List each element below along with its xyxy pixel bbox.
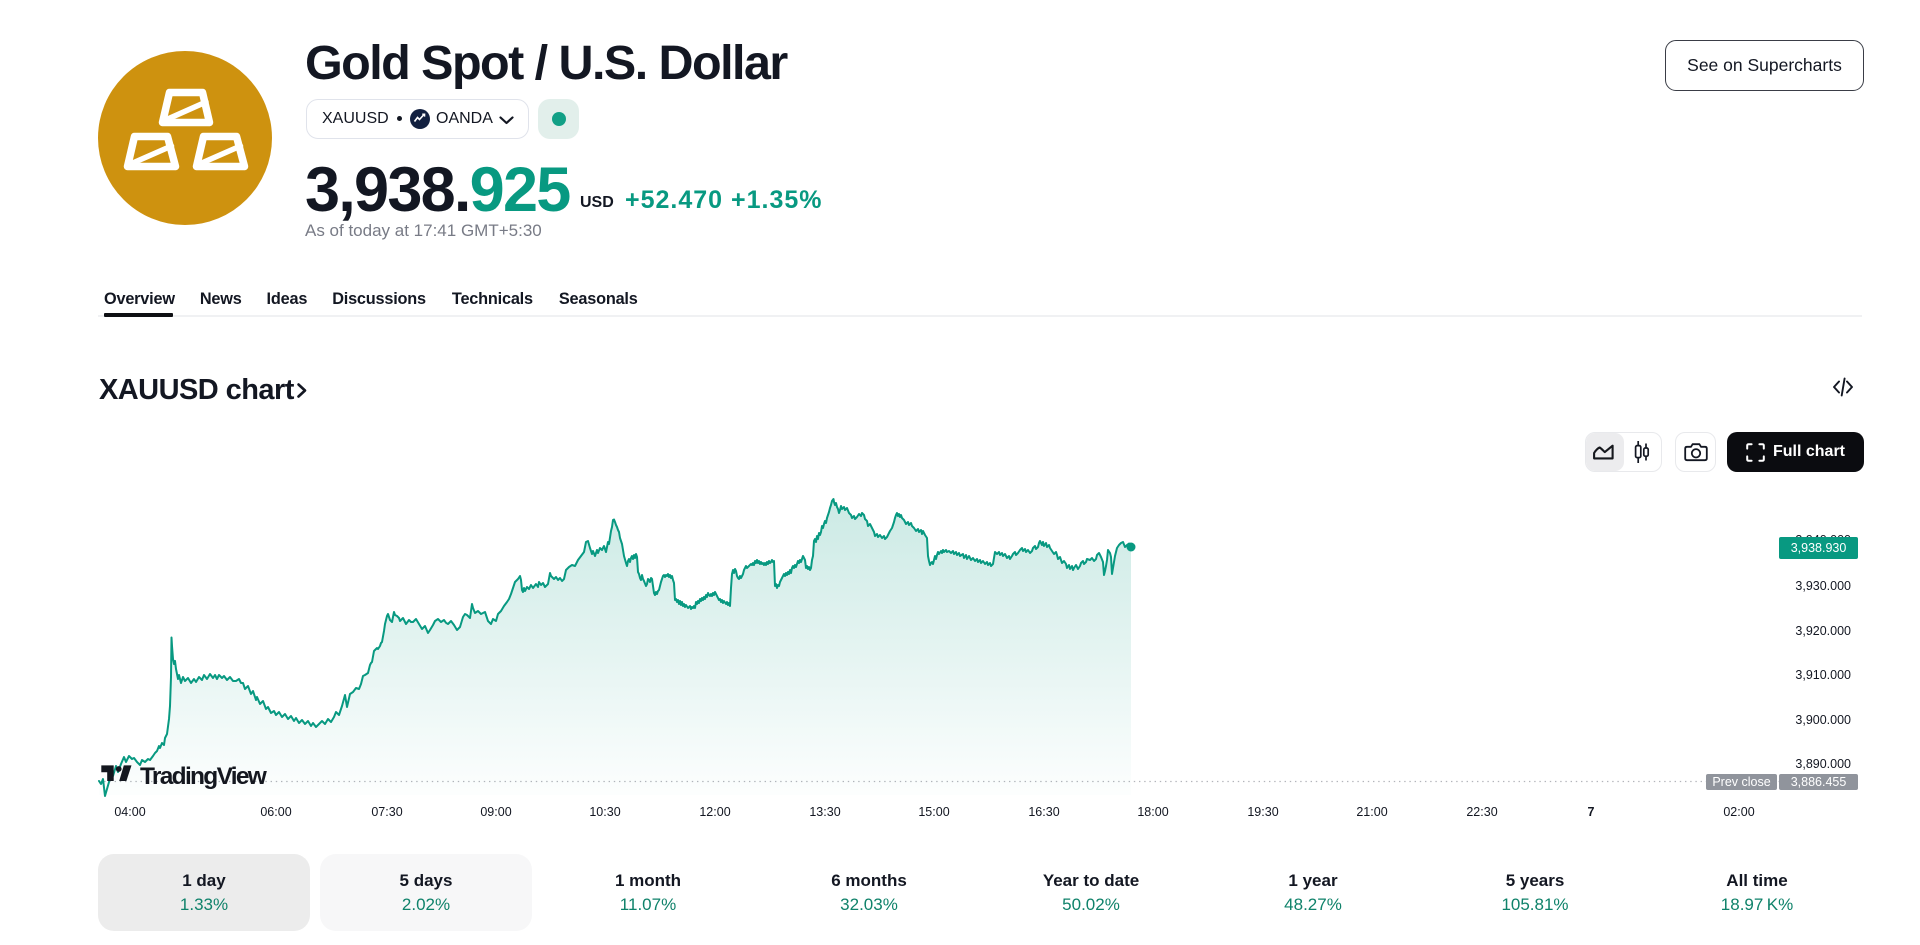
svg-text:TradingView: TradingView	[140, 763, 268, 790]
